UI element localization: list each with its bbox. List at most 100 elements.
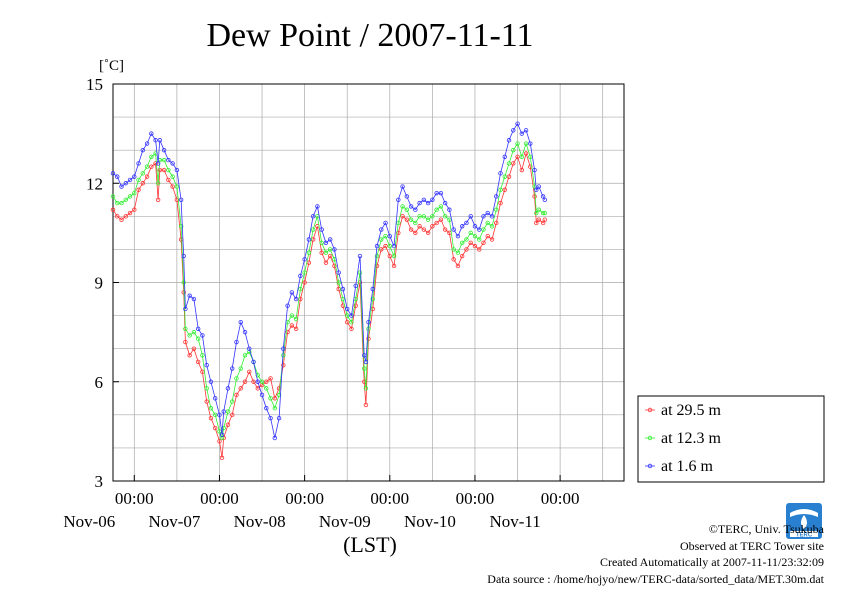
data-point <box>174 184 180 189</box>
data-point <box>434 207 439 212</box>
data-point <box>293 316 299 322</box>
data-point <box>366 320 371 325</box>
data-point <box>119 200 124 206</box>
data-point <box>455 233 461 239</box>
data-point <box>276 415 282 421</box>
data-point <box>302 257 307 262</box>
data-point <box>447 207 452 212</box>
data-point <box>489 214 495 219</box>
x-tick-date-label: Nov-10 <box>404 512 456 531</box>
x-tick-date-label: Nov-08 <box>234 512 286 531</box>
data-point <box>191 346 197 351</box>
data-point <box>323 250 329 255</box>
data-point <box>430 197 435 202</box>
data-point <box>123 197 128 202</box>
data-point <box>230 412 235 418</box>
data-point <box>413 220 418 226</box>
data-point <box>247 369 252 375</box>
data-point <box>515 141 520 146</box>
data-point <box>155 181 161 186</box>
data-point <box>136 161 141 166</box>
x-tick-time-label: 00:00 <box>370 489 409 508</box>
data-point <box>281 363 286 368</box>
data-point <box>417 224 422 229</box>
data-point <box>327 237 333 242</box>
footer-created: Created Automatically at 2007-11-11/23:3… <box>600 555 824 569</box>
data-point <box>485 233 490 239</box>
data-point <box>298 286 303 292</box>
data-point <box>332 263 337 269</box>
data-point <box>132 207 137 212</box>
data-point <box>506 174 512 179</box>
data-point <box>238 386 243 391</box>
data-point <box>442 227 448 232</box>
data-point <box>144 164 150 169</box>
data-point <box>219 455 225 461</box>
data-point <box>345 320 350 325</box>
data-point <box>332 247 337 252</box>
series-at-1-6-m <box>110 121 547 441</box>
data-point <box>170 174 175 179</box>
data-point <box>519 154 524 159</box>
data-point <box>259 379 265 384</box>
data-point <box>264 379 269 384</box>
data-point <box>425 230 431 236</box>
data-point <box>349 320 354 325</box>
data-point <box>464 237 469 242</box>
data-point <box>421 227 427 232</box>
data-point <box>498 200 503 206</box>
data-point <box>181 280 186 285</box>
data-point <box>408 204 414 209</box>
data-point <box>387 253 392 259</box>
data-point <box>383 220 388 226</box>
data-point <box>178 224 184 229</box>
series-line <box>112 122 546 439</box>
data-point <box>195 336 201 341</box>
data-point <box>174 167 180 173</box>
data-point <box>417 200 422 206</box>
data-point <box>217 412 222 418</box>
data-point <box>234 392 239 398</box>
data-point <box>519 167 524 173</box>
data-point <box>187 333 192 338</box>
data-point <box>451 257 456 262</box>
data-point <box>519 131 524 136</box>
data-point <box>485 220 490 226</box>
data-point <box>268 376 273 381</box>
data-point <box>542 217 547 222</box>
data-point <box>319 250 324 255</box>
legend-box <box>637 395 825 483</box>
data-point <box>115 174 120 179</box>
data-point <box>310 214 316 219</box>
data-point <box>140 171 146 176</box>
data-point <box>166 157 171 163</box>
data-point <box>242 329 248 335</box>
data-point <box>155 197 161 202</box>
data-point <box>464 247 469 252</box>
y-tick-label: 9 <box>95 274 104 293</box>
data-point <box>430 224 435 229</box>
series-group <box>110 121 547 461</box>
data-point <box>498 171 503 176</box>
data-point <box>540 210 546 216</box>
data-point <box>438 190 444 196</box>
data-point <box>238 366 243 371</box>
data-point <box>534 210 539 216</box>
data-point <box>523 128 529 133</box>
data-point <box>272 406 278 411</box>
data-point <box>136 177 141 183</box>
data-point <box>212 425 218 431</box>
data-point <box>417 214 422 219</box>
data-point <box>511 161 516 166</box>
data-point <box>370 296 375 302</box>
data-point <box>387 243 392 249</box>
data-point <box>285 303 290 308</box>
y-axis-ticks: 3 6 9 12 15 <box>86 75 119 491</box>
footer-copyright: ©TERC, Univ. Tsukuba <box>709 522 825 536</box>
y-tick-label: 6 <box>95 373 104 392</box>
x-axis-label: (LST) <box>343 532 397 557</box>
data-point <box>540 220 546 226</box>
data-point <box>434 190 439 196</box>
data-point <box>353 283 358 289</box>
data-point <box>200 333 205 338</box>
